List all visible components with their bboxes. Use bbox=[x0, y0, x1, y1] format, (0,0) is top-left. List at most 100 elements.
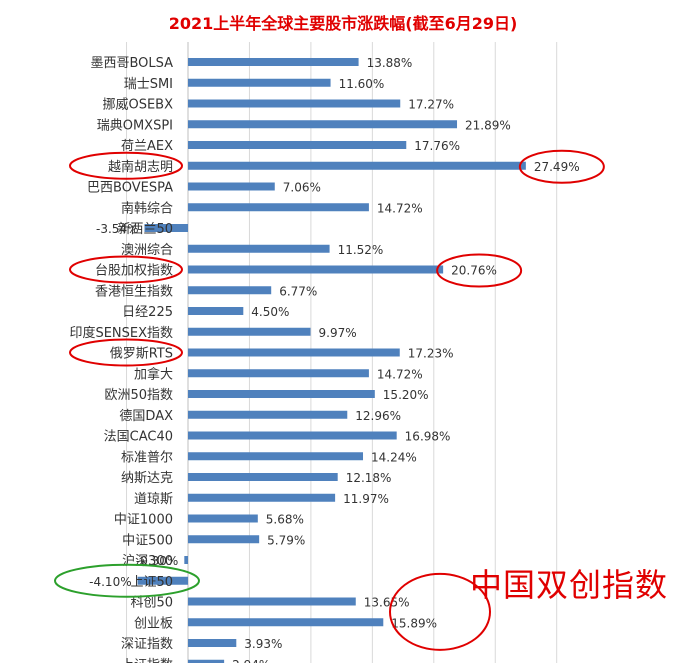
bar bbox=[188, 58, 359, 66]
bar bbox=[188, 78, 331, 87]
annotation-text: 中国双创指数 bbox=[470, 566, 669, 604]
data-label: 21.89% bbox=[465, 118, 511, 132]
bar bbox=[188, 639, 237, 647]
data-label: 12.18% bbox=[346, 471, 392, 485]
bar bbox=[188, 390, 375, 398]
category-label: 标准普尔 bbox=[121, 450, 173, 465]
category-label: 加拿大 bbox=[134, 366, 173, 382]
bar bbox=[188, 659, 225, 663]
category-label: 欧洲50指数 bbox=[104, 388, 173, 403]
labels: 墨西哥BOLSA 13.88% 瑞士SMI 11.60% 挪威OSEBX 17.27% 瑞典… bbox=[69, 56, 579, 663]
bar bbox=[188, 473, 338, 481]
data-label: 9.97% bbox=[319, 326, 357, 340]
category-label: 瑞典OMXSPI bbox=[97, 118, 173, 133]
bar bbox=[188, 99, 401, 108]
category-label: 中证1000 bbox=[114, 513, 173, 528]
bar bbox=[188, 493, 336, 502]
category-label: 日经225 bbox=[122, 305, 173, 320]
bar bbox=[137, 576, 188, 585]
data-label: 17.27% bbox=[408, 98, 454, 112]
data-label: 2.94% bbox=[232, 658, 270, 663]
category-label: 墨西哥BOLSA bbox=[90, 56, 173, 71]
bar bbox=[188, 327, 311, 336]
annotations bbox=[54, 149, 605, 651]
category-label: 香港恒生指数 bbox=[95, 284, 173, 299]
bar bbox=[188, 161, 526, 170]
category-label: 俄罗斯RTS bbox=[110, 347, 173, 362]
highlight-ellipse bbox=[69, 255, 183, 284]
category-label: 巴西BOVESPA bbox=[87, 181, 173, 196]
data-label: 17.23% bbox=[408, 347, 454, 361]
category-label: 深证指数 bbox=[121, 637, 173, 652]
data-label: 16.98% bbox=[405, 430, 451, 444]
data-label: 11.52% bbox=[338, 243, 384, 257]
data-label: 13.88% bbox=[367, 56, 413, 70]
bar bbox=[188, 452, 364, 461]
category-label: 瑞士SMI bbox=[124, 77, 173, 92]
data-label: 3.93% bbox=[244, 637, 282, 651]
highlight-ellipse bbox=[518, 149, 605, 184]
bars bbox=[137, 58, 526, 663]
category-label: 印度SENSEX指数 bbox=[69, 325, 173, 341]
highlight-ellipse bbox=[69, 338, 183, 367]
bar bbox=[188, 244, 330, 253]
data-label: 13.65% bbox=[364, 596, 410, 610]
data-label: 6.77% bbox=[279, 284, 317, 298]
bar bbox=[188, 369, 369, 378]
data-label: 5.68% bbox=[266, 513, 304, 527]
data-label: 15.89% bbox=[391, 616, 437, 630]
data-label: 7.06% bbox=[283, 181, 321, 195]
data-label: 12.96% bbox=[355, 409, 401, 423]
category-label: 澳洲综合 bbox=[121, 242, 173, 258]
category-label: 纳斯达克 bbox=[121, 471, 173, 486]
category-label: 道琼斯 bbox=[134, 492, 173, 507]
category-label: 上证指数 bbox=[121, 658, 173, 663]
data-label: 11.60% bbox=[339, 77, 385, 91]
bar bbox=[188, 410, 348, 419]
bar bbox=[188, 307, 244, 315]
bar bbox=[188, 120, 458, 129]
data-label: 14.72% bbox=[377, 367, 423, 381]
data-label: 14.24% bbox=[371, 450, 417, 464]
bar bbox=[188, 286, 272, 295]
bar bbox=[188, 535, 260, 544]
bar bbox=[188, 203, 369, 212]
highlight-ellipse-green bbox=[54, 563, 200, 598]
data-label: 17.76% bbox=[414, 139, 460, 153]
category-label: 德国DAX bbox=[119, 409, 173, 424]
data-label: -4.10% bbox=[89, 575, 131, 589]
bar bbox=[184, 556, 188, 564]
bar bbox=[188, 597, 356, 606]
category-label: 上证50 bbox=[130, 575, 173, 590]
bar bbox=[188, 141, 407, 149]
data-label: 5.79% bbox=[267, 533, 305, 547]
category-label: 科创50 bbox=[130, 596, 173, 611]
category-label: 挪威OSEBX bbox=[102, 98, 173, 113]
bar bbox=[188, 348, 400, 357]
category-label: 荷兰AEX bbox=[121, 139, 173, 154]
highlight-ellipse bbox=[436, 253, 523, 288]
bar bbox=[188, 618, 384, 627]
chart-title: 2021上半年全球主要股市涨跌幅(截至6月29日) bbox=[168, 14, 518, 33]
bar bbox=[188, 431, 397, 440]
category-label: 南韩综合 bbox=[121, 200, 173, 216]
category-label: 越南胡志明 bbox=[108, 159, 173, 175]
bar bbox=[144, 224, 188, 232]
data-label: 20.76% bbox=[451, 264, 497, 278]
category-label: 中证500 bbox=[122, 533, 173, 548]
data-label: 15.20% bbox=[383, 388, 429, 402]
category-label: 法国CAC40 bbox=[104, 430, 173, 445]
data-label: -3.54% bbox=[96, 222, 138, 236]
bar bbox=[188, 265, 444, 274]
highlight-ellipse bbox=[389, 572, 491, 651]
bar bbox=[188, 514, 258, 523]
highlight-ellipse bbox=[69, 151, 183, 180]
category-label: 台股加权指数 bbox=[95, 263, 173, 279]
data-label: 14.72% bbox=[377, 201, 423, 215]
data-label: 27.49% bbox=[534, 160, 580, 174]
bar bbox=[188, 182, 275, 191]
category-label: 新西兰50 bbox=[117, 221, 173, 237]
category-label: 创业板 bbox=[134, 616, 173, 631]
data-label: 4.50% bbox=[251, 305, 289, 319]
